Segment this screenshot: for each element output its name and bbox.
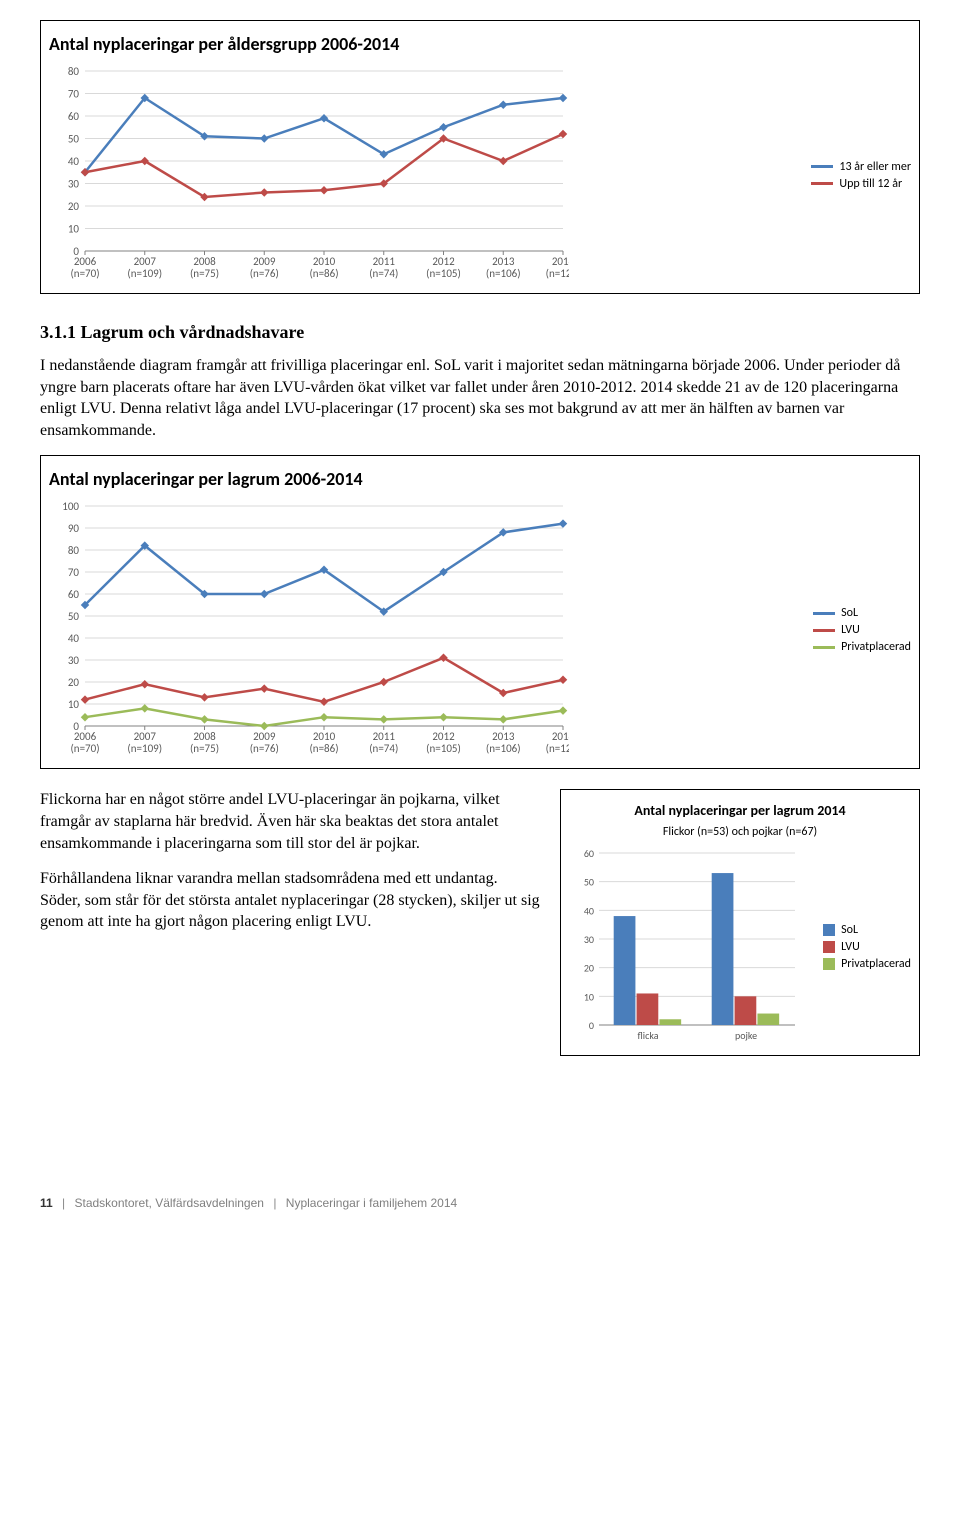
chart1-title: Antal nyplaceringar per åldersgrupp 2006… <box>49 33 911 55</box>
svg-text:(n=109): (n=109) <box>127 267 162 280</box>
chart1-legend: 13 år eller mer Upp till 12 år <box>801 157 911 194</box>
svg-text:(n=75): (n=75) <box>190 267 219 280</box>
svg-text:(n=74): (n=74) <box>369 742 398 755</box>
legend-label: 13 år eller mer <box>839 160 911 174</box>
footer-sep: | <box>273 1196 276 1210</box>
svg-text:(n=120): (n=120) <box>546 267 569 280</box>
legend-item: Upp till 12 år <box>811 177 911 191</box>
legend-label: Upp till 12 år <box>839 177 902 191</box>
chart-agegroup: Antal nyplaceringar per åldersgrupp 2006… <box>40 20 920 294</box>
legend-swatch <box>813 646 835 649</box>
svg-text:30: 30 <box>584 933 594 946</box>
legend-swatch <box>811 182 833 185</box>
chart1-plot: 010203040506070802006(n=70)2007(n=109)20… <box>49 65 801 285</box>
svg-text:30: 30 <box>68 654 80 667</box>
svg-text:20: 20 <box>68 200 80 213</box>
svg-text:60: 60 <box>68 110 80 123</box>
paragraph-3: Förhållandena liknar varandra mellan sta… <box>40 868 540 933</box>
svg-text:(n=106): (n=106) <box>486 267 521 280</box>
legend-item: 13 år eller mer <box>811 160 911 174</box>
svg-text:10: 10 <box>584 991 594 1004</box>
svg-text:80: 80 <box>68 544 80 557</box>
svg-text:(n=70): (n=70) <box>70 742 99 755</box>
svg-text:70: 70 <box>68 88 80 101</box>
chart3-subtitle: Flickor (n=53) och pojkar (n=67) <box>569 825 911 839</box>
svg-text:50: 50 <box>68 610 80 623</box>
svg-text:40: 40 <box>68 632 80 645</box>
legend-label: Privatplacerad <box>841 640 911 654</box>
chart3-plot: 0 10 20 30 40 50 60 flicka pojke <box>569 847 813 1047</box>
legend-label: LVU <box>841 623 860 637</box>
paragraph-2: Flickorna har en något större andel LVU-… <box>40 789 540 854</box>
legend-label: Privatplacerad <box>841 957 911 971</box>
svg-text:(n=86): (n=86) <box>309 742 338 755</box>
page-footer: 11 | Stadskontoret, Välfärdsavdelningen … <box>40 1196 920 1210</box>
svg-text:50: 50 <box>68 133 80 146</box>
svg-text:40: 40 <box>584 905 594 918</box>
svg-text:40: 40 <box>68 155 80 168</box>
legend-item: SoL <box>813 606 911 620</box>
svg-text:(n=75): (n=75) <box>190 742 219 755</box>
section-heading: 3.1.1 Lagrum och vårdnadshavare <box>40 322 920 343</box>
legend-swatch <box>823 958 835 970</box>
legend-swatch <box>823 924 835 936</box>
chart2-plot: 01020304050607080901002006(n=70)2007(n=1… <box>49 500 803 760</box>
svg-text:10: 10 <box>68 698 80 711</box>
svg-text:(n=109): (n=109) <box>127 742 162 755</box>
footer-org: Stadskontoret, Välfärdsavdelningen <box>75 1196 264 1210</box>
svg-text:(n=105): (n=105) <box>426 267 461 280</box>
svg-text:(n=106): (n=106) <box>486 742 521 755</box>
svg-text:(n=76): (n=76) <box>250 742 279 755</box>
svg-text:30: 30 <box>68 178 80 191</box>
chart-lagrum-trend: Antal nyplaceringar per lagrum 2006-2014… <box>40 455 920 769</box>
svg-text:pojke: pojke <box>735 1029 757 1042</box>
legend-item: LVU <box>823 940 911 954</box>
legend-item: LVU <box>813 623 911 637</box>
legend-label: SoL <box>841 606 858 620</box>
chart3-legend: SoL LVU Privatplacerad <box>813 920 911 974</box>
svg-text:(n=105): (n=105) <box>426 742 461 755</box>
svg-text:(n=120): (n=120) <box>546 742 569 755</box>
svg-text:(n=74): (n=74) <box>369 267 398 280</box>
svg-text:60: 60 <box>68 588 80 601</box>
svg-text:50: 50 <box>584 876 594 889</box>
svg-text:100: 100 <box>62 500 79 513</box>
paragraph-1: I nedanstående diagram framgår att frivi… <box>40 355 920 441</box>
legend-swatch <box>823 941 835 953</box>
legend-swatch <box>813 629 835 632</box>
svg-text:(n=70): (n=70) <box>70 267 99 280</box>
chart2-legend: SoL LVU Privatplacerad <box>803 603 911 657</box>
legend-item: Privatplacerad <box>823 957 911 971</box>
svg-text:(n=76): (n=76) <box>250 267 279 280</box>
svg-text:80: 80 <box>68 65 80 78</box>
page-number: 11 <box>40 1196 53 1210</box>
svg-text:0: 0 <box>589 1019 594 1032</box>
svg-text:20: 20 <box>68 676 80 689</box>
footer-sep: | <box>62 1196 65 1210</box>
legend-label: SoL <box>841 923 858 937</box>
svg-text:20: 20 <box>584 962 594 975</box>
legend-swatch <box>813 612 835 615</box>
svg-text:60: 60 <box>584 847 594 860</box>
svg-text:10: 10 <box>68 223 80 236</box>
svg-text:70: 70 <box>68 566 80 579</box>
legend-item: SoL <box>823 923 911 937</box>
svg-text:(n=86): (n=86) <box>309 267 338 280</box>
chart2-title: Antal nyplaceringar per lagrum 2006-2014 <box>49 468 911 490</box>
chart3-title: Antal nyplaceringar per lagrum 2014 <box>569 802 911 819</box>
legend-label: LVU <box>841 940 860 954</box>
legend-item: Privatplacerad <box>813 640 911 654</box>
chart-lagrum-2014: Antal nyplaceringar per lagrum 2014 Flic… <box>560 789 920 1056</box>
legend-swatch <box>811 165 833 168</box>
svg-text:flicka: flicka <box>638 1029 659 1042</box>
svg-text:90: 90 <box>68 522 80 535</box>
footer-doc: Nyplaceringar i familjehem 2014 <box>286 1196 457 1210</box>
